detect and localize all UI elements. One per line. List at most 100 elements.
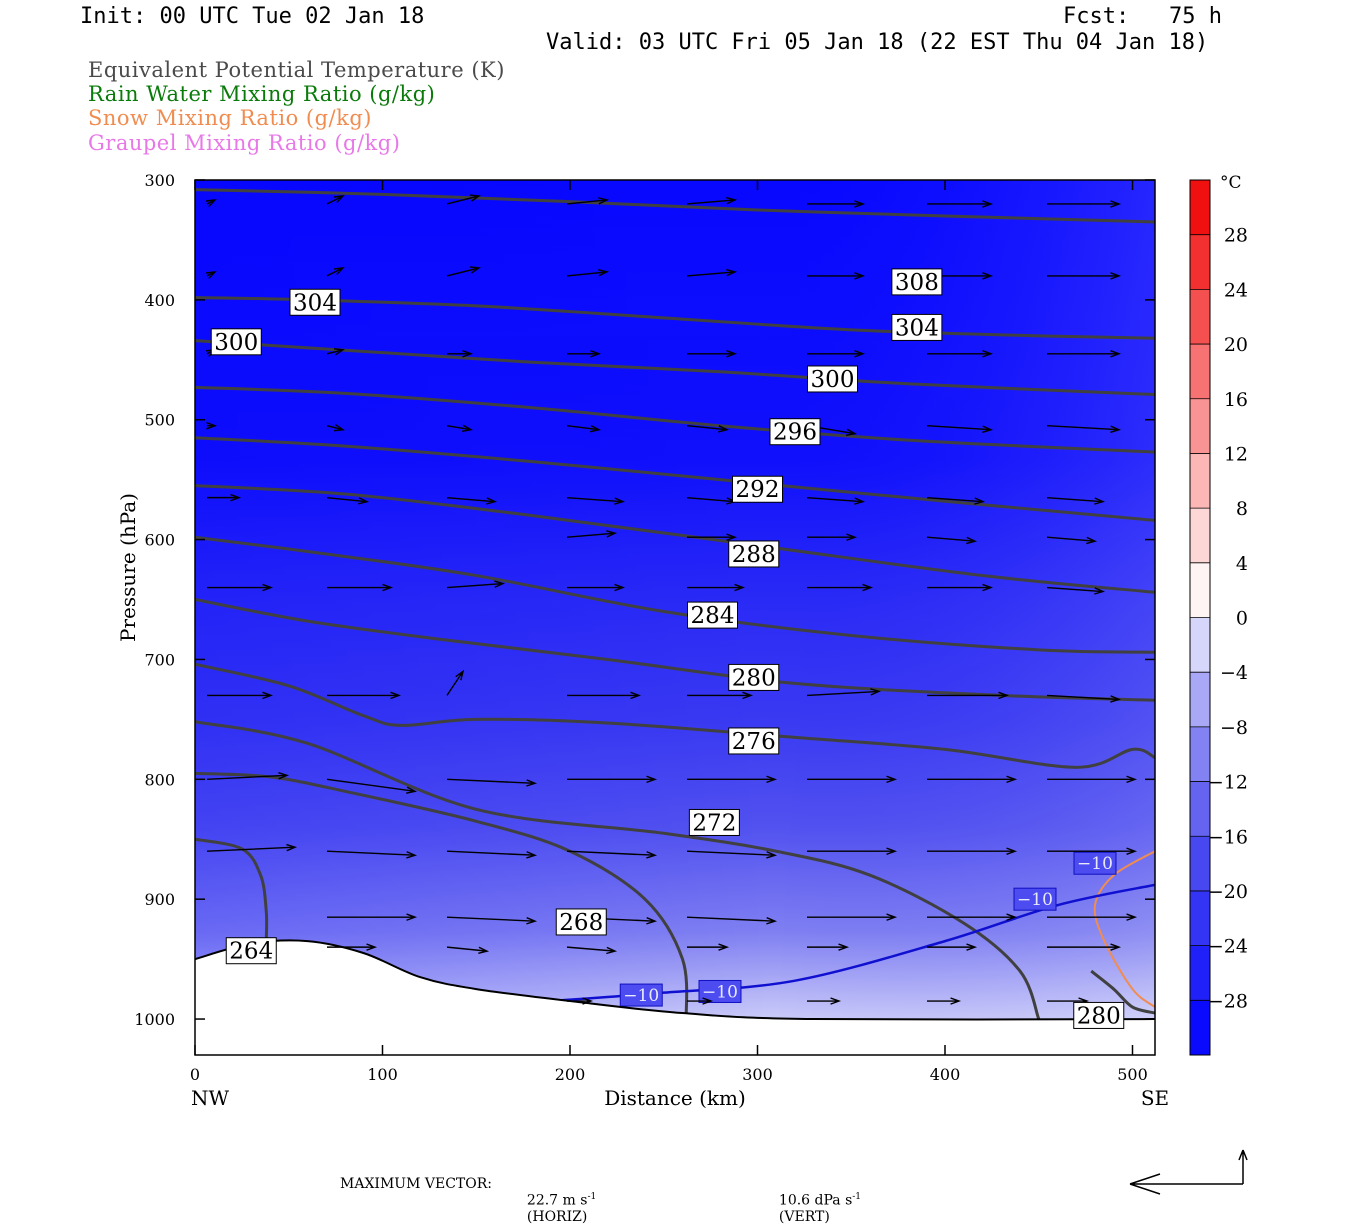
wind-vector: [567, 775, 658, 784]
wind-vector: [326, 348, 345, 356]
theta-e-label: 276: [732, 729, 776, 755]
terrain-fill: [195, 940, 1155, 1055]
x-tick-label: 100: [367, 1065, 398, 1084]
colorbar-label: 16: [1224, 389, 1248, 411]
wind-vector: [1046, 425, 1122, 434]
wind-vector: [806, 496, 866, 505]
wind-vector: [205, 270, 217, 279]
wind-vector: [686, 425, 730, 433]
wind-vector: [687, 943, 730, 951]
wind-vector: [1047, 272, 1122, 280]
wind-vector: [926, 536, 978, 545]
wind-vector: [807, 583, 874, 592]
wind-vector: [566, 424, 602, 433]
reference-vector-icon: [1129, 1149, 1248, 1195]
colorbar-label: 0: [1236, 608, 1248, 630]
colorbar-label: −16: [1208, 826, 1248, 848]
colorbar-band: [1190, 890, 1210, 946]
wind-vector: [807, 997, 842, 1005]
colorbar-band: [1190, 836, 1210, 891]
terrain-line: [194, 939, 1156, 1021]
wind-vector: [446, 669, 465, 696]
theta-e-label: 304: [895, 315, 939, 341]
wind-vector: [446, 916, 538, 925]
theta-e-label-box: [728, 727, 780, 755]
theta-e-label-box: [289, 288, 341, 316]
valid-time: Valid: 03 UTC Fri 05 Jan 18 (22 EST Thu …: [546, 30, 1209, 55]
y-tick-label: 800: [144, 770, 175, 789]
temperature-field: [195, 180, 1155, 1055]
wind-vector: [206, 843, 298, 852]
wind-vector: [687, 533, 738, 541]
x-axis-label: Distance (km): [604, 1086, 746, 1110]
colorbar-band: [1190, 180, 1210, 235]
wind-vector: [927, 847, 1018, 855]
plot-frame: [194, 179, 1156, 1056]
max-vert-exponent: -1: [852, 1192, 862, 1202]
colorbar-label: 24: [1224, 279, 1248, 301]
max-horiz-exponent: -1: [587, 1192, 597, 1202]
wind-vector: [327, 583, 394, 592]
wind-vector: [567, 997, 594, 1005]
wind-vector: [326, 266, 345, 277]
wind-vector: [446, 194, 481, 205]
wind-vector: [326, 778, 418, 794]
wind-vector: [206, 421, 218, 430]
init-time: Init: 00 UTC Tue 02 Jan 18: [80, 4, 425, 29]
theta-e-label-box: [732, 475, 783, 503]
wind-vector: [207, 493, 242, 502]
wind-vector: [1047, 775, 1138, 784]
wind-vector: [927, 691, 1010, 700]
wind-vector: [927, 350, 994, 358]
colorbar-label: −4: [1220, 662, 1248, 684]
wind-vector: [927, 200, 994, 208]
theta-e-label-box: [728, 540, 780, 568]
wind-vector: [567, 583, 626, 592]
theta-e-label: 304: [293, 290, 337, 316]
isotherm-label: −10: [1077, 854, 1113, 874]
wind-vector: [687, 350, 738, 358]
y-tick-label: 900: [144, 890, 175, 909]
theta-e-label-box: [728, 663, 780, 691]
wind-vector: [567, 691, 642, 700]
wind-vector: [566, 496, 626, 505]
x-tick-label: 300: [742, 1065, 773, 1084]
wind-vector: [1046, 586, 1106, 595]
wind-vector: [807, 847, 898, 855]
theta-e-label-box: [891, 268, 943, 296]
wind-vector: [446, 424, 474, 433]
isotherm-label-box: [698, 979, 742, 1003]
theta-e-contour: [195, 385, 1155, 454]
wind-vector: [1047, 913, 1138, 921]
colorbar-label: 4: [1236, 553, 1248, 575]
colorbar-band: [1190, 1000, 1210, 1055]
theta-e-label: 308: [895, 270, 939, 296]
wind-vector: [807, 943, 850, 951]
theta-e-label-box: [769, 418, 821, 446]
wind-vector: [566, 850, 658, 859]
y-tick-label: 300: [144, 171, 175, 190]
wind-vector: [447, 350, 474, 358]
colorbar-band: [1190, 562, 1210, 618]
theta-e-label-box: [555, 908, 607, 936]
wind-vector: [1046, 536, 1098, 545]
wind-vector: [326, 496, 370, 505]
colorbar-unit: °C: [1220, 173, 1242, 193]
colorbar-band: [1190, 726, 1210, 782]
colorbar-band: [1190, 781, 1210, 837]
max-vertical-vector: 10.6 dPa s-1 (VERT): [770, 1176, 861, 1225]
colorbar-band: [1190, 234, 1210, 290]
snow-mixing-contour: [1093, 850, 1155, 1008]
wind-vector: [207, 583, 274, 592]
wind-vector: [566, 530, 618, 538]
wind-vector: [686, 268, 738, 277]
theta-e-label: 296: [773, 420, 817, 446]
x-tick-label: 200: [555, 1065, 586, 1084]
colorbar-label: −20: [1208, 881, 1248, 903]
theta-e-contour: [195, 535, 1155, 654]
theta-e-label: 284: [691, 603, 735, 629]
y-tick-label: 400: [144, 291, 175, 310]
theta-e-contour: [195, 484, 1155, 594]
wind-vector: [326, 195, 345, 205]
wind-vector: [807, 913, 898, 921]
